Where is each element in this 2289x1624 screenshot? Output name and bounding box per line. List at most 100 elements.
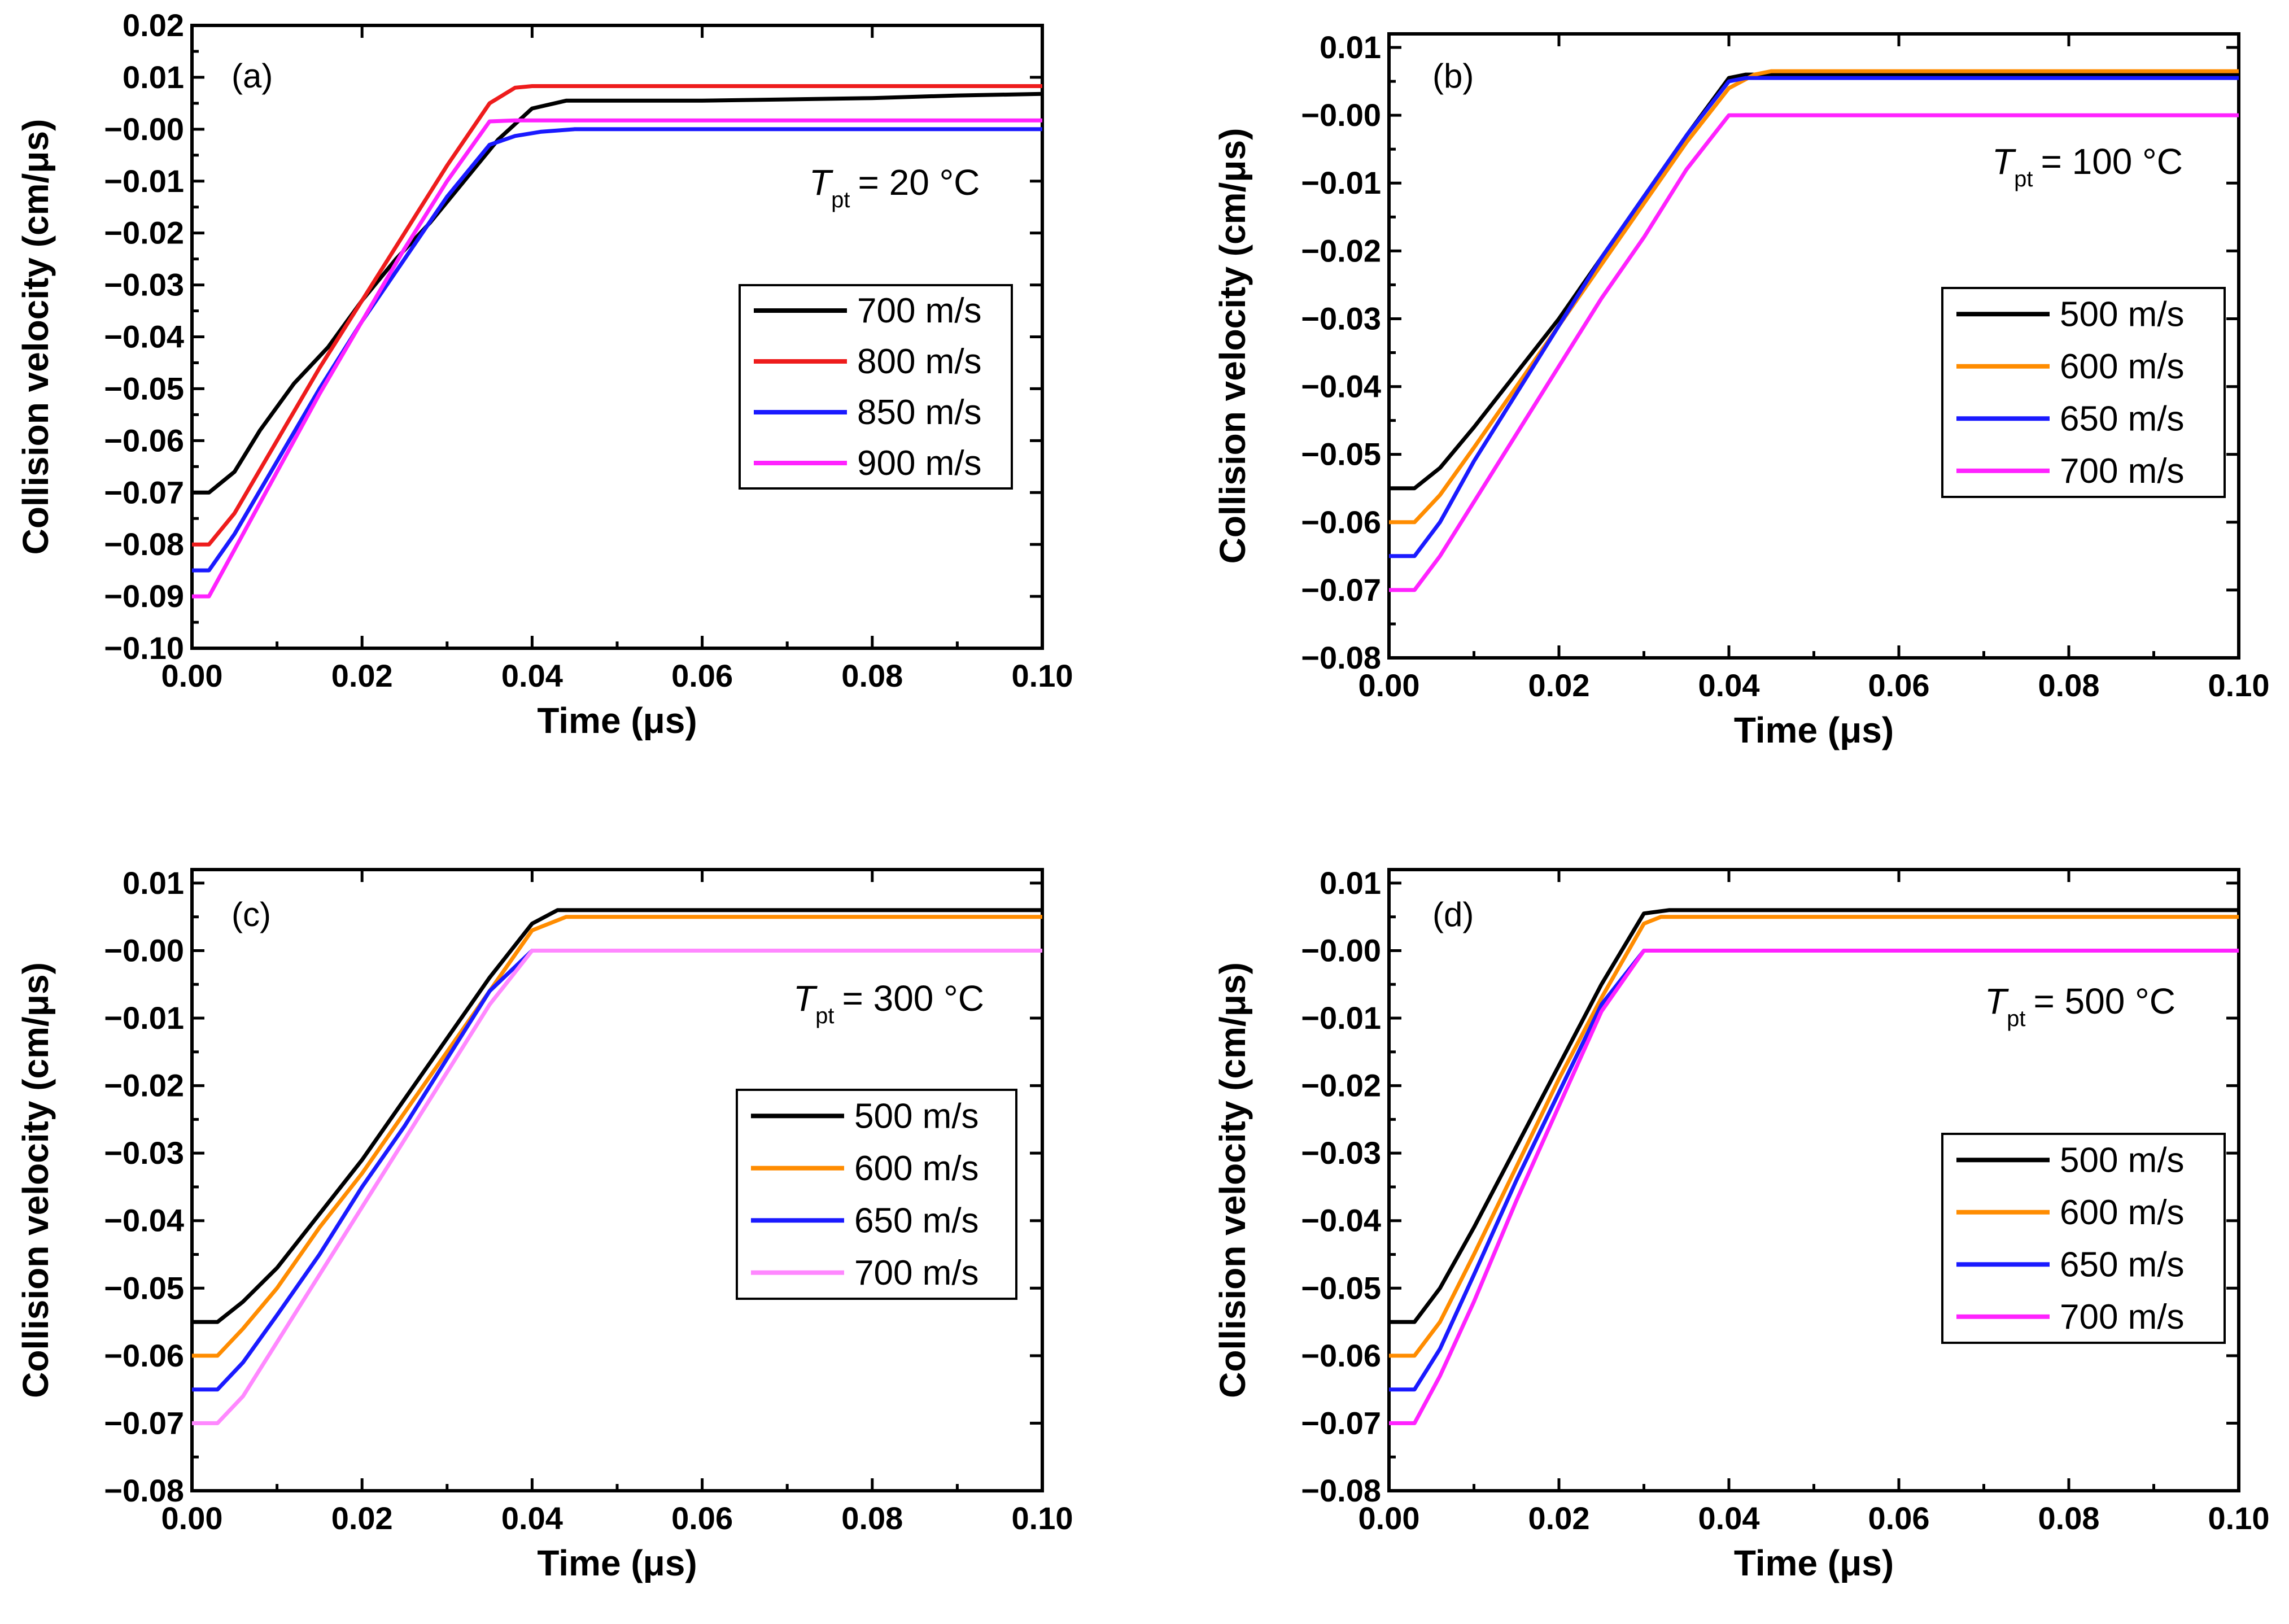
y-tick-label: −0.09 (104, 578, 184, 614)
x-axis-title: Time (μs) (1734, 1543, 1894, 1583)
x-tick-label: 0.06 (671, 658, 733, 693)
y-tick-label: −0.02 (104, 215, 184, 251)
series-line (1389, 915, 2239, 1358)
legend-label: 600 m/s (854, 1149, 979, 1188)
y-tick-label: −0.02 (1301, 233, 1381, 268)
y-tick-label: −0.08 (1301, 640, 1381, 675)
y-tick-label: −0.07 (104, 474, 184, 510)
y-tick-label: −0.04 (104, 319, 184, 355)
temperature-annotation: Tpt = 100 °C (1992, 141, 2183, 191)
x-axis-title: Time (μs) (537, 1543, 697, 1583)
y-tick-label: −0.01 (1301, 165, 1381, 200)
x-tick-label: 0.02 (1528, 1500, 1590, 1536)
y-tick-label: 0.01 (123, 59, 184, 95)
series-line (192, 118, 1042, 599)
y-tick-label: −0.04 (104, 1203, 184, 1238)
x-tick-label: 0.02 (331, 1500, 393, 1536)
series-line (1389, 949, 2239, 1425)
x-tick-label: 0.00 (1358, 1500, 1420, 1536)
y-tick-label: −0.03 (104, 267, 184, 303)
legend-label: 650 m/s (2060, 1245, 2185, 1284)
x-axis-title: Time (μs) (537, 700, 697, 741)
x-axis-title: Time (μs) (1734, 710, 1894, 750)
legend-box (1941, 1133, 2226, 1344)
y-tick-label: −0.03 (104, 1135, 184, 1171)
legend-label: 650 m/s (854, 1201, 979, 1240)
x-tick-label: 0.04 (1698, 667, 1760, 703)
y-tick-label: −0.04 (1301, 1203, 1381, 1238)
y-tick-label: −0.10 (104, 630, 184, 666)
y-tick-label: −0.07 (1301, 572, 1381, 608)
temperature-annotation: Tpt = 500 °C (1985, 981, 2176, 1031)
y-tick-label: −0.08 (104, 1473, 184, 1508)
x-tick-label: 0.08 (841, 658, 903, 693)
y-tick-label: −0.00 (1301, 97, 1381, 133)
panel-label: (d) (1432, 896, 1474, 933)
y-tick-label: −0.02 (104, 1068, 184, 1103)
panel-label: (a) (231, 57, 273, 95)
series-line (192, 949, 1042, 1425)
temperature-value: = 20 °C (858, 162, 980, 203)
x-tick-label: 0.00 (1358, 667, 1420, 703)
x-tick-label: 0.10 (2208, 1500, 2270, 1536)
temperature-subscript: pt (2007, 1006, 2025, 1031)
y-tick-label: −0.03 (1301, 1135, 1381, 1171)
y-axis-title: Collision velocity (cm/μs) (15, 962, 56, 1398)
series-line (1389, 908, 2239, 1324)
x-tick-label: 0.00 (161, 658, 223, 693)
x-tick-label: 0.08 (841, 1500, 903, 1536)
x-tick-label: 0.10 (1012, 1500, 1073, 1536)
legend-label: 900 m/s (857, 444, 982, 483)
temperature-value: = 100 °C (2041, 141, 2183, 182)
y-tick-label: −0.03 (1301, 300, 1381, 336)
temperature-symbol: T (809, 162, 833, 203)
y-tick-label: −0.05 (104, 1270, 184, 1306)
temperature-annotation: Tpt = 20 °C (809, 162, 980, 212)
y-tick-label: 0.01 (1320, 29, 1381, 65)
x-tick-label: 0.08 (2038, 667, 2100, 703)
temperature-symbol: T (1985, 981, 2009, 1021)
temperature-annotation: Tpt = 300 °C (793, 978, 984, 1028)
temperature-symbol: T (1992, 141, 2016, 182)
temperature-subscript: pt (2014, 167, 2033, 191)
y-tick-label: −0.00 (104, 111, 184, 147)
x-tick-label: 0.06 (1868, 1500, 1930, 1536)
legend-label: 600 m/s (2060, 1193, 2185, 1232)
y-tick-label: −0.08 (1301, 1473, 1381, 1508)
y-tick-label: −0.00 (104, 932, 184, 968)
legend-box (736, 1089, 1017, 1300)
x-tick-label: 0.08 (2038, 1500, 2100, 1536)
y-axis-title: Collision velocity (cm/μs) (1212, 128, 1253, 564)
x-tick-label: 0.02 (1528, 667, 1590, 703)
legend-label: 700 m/s (2060, 452, 2185, 491)
y-tick-label: −0.07 (104, 1405, 184, 1440)
temperature-value: = 500 °C (2033, 981, 2176, 1021)
series-line (1389, 76, 2239, 558)
legend-label: 650 m/s (2060, 399, 2185, 438)
temperature-symbol: T (793, 978, 818, 1019)
chart-panel: 0.00 0.02 0.04 0.06 0.08 0.10 0.01 −0.00 −0.01 −0… (1212, 865, 2270, 1583)
legend-label: 500 m/s (2060, 295, 2185, 334)
series-line (192, 915, 1042, 1358)
chart-panel: 0.00 0.02 0.04 0.06 0.08 0.10 0.01 −0.00 −0.01 −0… (15, 865, 1073, 1583)
x-tick-label: 0.04 (1698, 1500, 1760, 1536)
legend-label: 700 m/s (857, 291, 982, 330)
temperature-subscript: pt (831, 187, 850, 212)
temperature-subscript: pt (815, 1003, 834, 1028)
y-tick-label: −0.05 (104, 370, 184, 406)
legend-label: 700 m/s (2060, 1298, 2185, 1337)
series-line (192, 127, 1042, 573)
y-tick-label: −0.06 (1301, 1338, 1381, 1373)
legend-label: 800 m/s (857, 342, 982, 381)
temperature-value: = 300 °C (842, 978, 984, 1019)
y-tick-label: −0.08 (104, 526, 184, 562)
legend-label: 500 m/s (854, 1097, 979, 1136)
legend-label: 600 m/s (2060, 347, 2185, 386)
y-axis-title: Collision velocity (cm/μs) (15, 119, 56, 555)
y-tick-label: −0.01 (104, 1000, 184, 1036)
legend-label: 700 m/s (854, 1254, 979, 1293)
y-tick-label: −0.06 (1301, 504, 1381, 540)
panel-label: (b) (1432, 57, 1474, 95)
legend-box (1941, 287, 2226, 498)
